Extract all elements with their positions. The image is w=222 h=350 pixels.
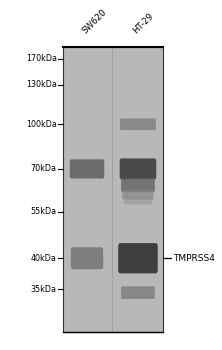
Text: 40kDa: 40kDa — [31, 254, 57, 263]
FancyBboxPatch shape — [120, 159, 156, 180]
Text: 130kDa: 130kDa — [26, 80, 57, 89]
Text: SW620: SW620 — [81, 7, 109, 35]
Text: TMPRSS4: TMPRSS4 — [173, 254, 215, 263]
Text: 55kDa: 55kDa — [31, 207, 57, 216]
FancyBboxPatch shape — [118, 243, 158, 273]
FancyBboxPatch shape — [121, 178, 155, 192]
Text: HT-29: HT-29 — [132, 11, 156, 35]
Bar — [63, 47, 163, 332]
FancyBboxPatch shape — [71, 247, 103, 269]
Text: 70kDa: 70kDa — [31, 164, 57, 173]
Text: 170kDa: 170kDa — [26, 55, 57, 63]
FancyBboxPatch shape — [70, 159, 104, 178]
FancyBboxPatch shape — [120, 118, 156, 130]
Text: 100kDa: 100kDa — [26, 120, 57, 129]
FancyBboxPatch shape — [122, 190, 154, 199]
FancyBboxPatch shape — [121, 286, 155, 299]
Text: 35kDa: 35kDa — [31, 285, 57, 294]
FancyBboxPatch shape — [124, 197, 152, 204]
